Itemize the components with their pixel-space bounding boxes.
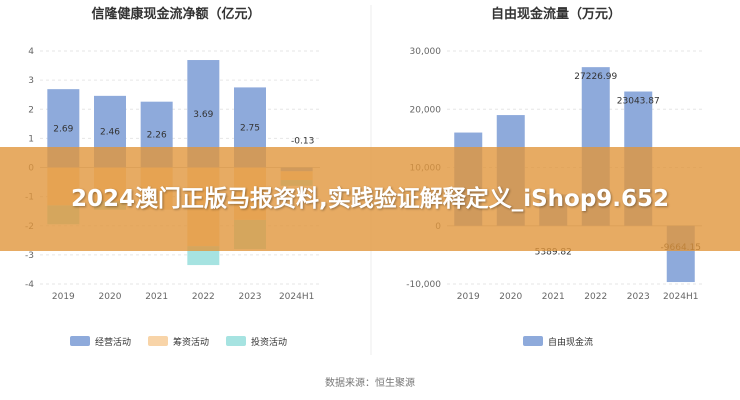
data-label: 2.75 xyxy=(240,123,260,133)
x-tick-label: 2023 xyxy=(627,292,650,302)
y-tick-label: 2 xyxy=(28,105,34,115)
x-tick-label: 2021 xyxy=(542,292,565,302)
data-label: 2.26 xyxy=(147,131,167,141)
legend-label: 筹资活动 xyxy=(173,336,209,348)
legend-swatch xyxy=(226,336,246,346)
data-label: 2.69 xyxy=(53,124,73,134)
x-tick-label: 2022 xyxy=(192,292,215,302)
data-label: 3.69 xyxy=(193,110,213,120)
x-tick-label: 2019 xyxy=(457,292,480,302)
x-tick-label: 2020 xyxy=(99,292,122,302)
y-tick-label: 30,000 xyxy=(410,47,442,57)
left-chart-title: 信隆健康现金流净额（亿元） xyxy=(91,6,260,22)
x-tick-label: 2019 xyxy=(52,292,75,302)
x-tick-label: 2021 xyxy=(145,292,168,302)
data-source: 数据来源：恒生聚源 xyxy=(325,376,415,389)
data-label: 27226.99 xyxy=(574,72,617,82)
y-tick-label: -4 xyxy=(25,280,34,290)
data-label: 23043.87 xyxy=(617,97,660,107)
data-label: 5389.82 xyxy=(535,247,572,257)
data-label: 2.46 xyxy=(100,128,120,138)
right-legend: 自由现金流 xyxy=(523,336,593,348)
legend-label: 投资活动 xyxy=(251,336,287,348)
legend-swatch xyxy=(523,336,543,346)
right-chart-title: 自由现金流量（万元） xyxy=(491,6,621,22)
x-tick-label: 2024H1 xyxy=(663,292,698,302)
legend-label: 经营活动 xyxy=(95,336,131,348)
y-tick-label: -3 xyxy=(25,251,34,261)
legend-swatch xyxy=(148,336,168,346)
y-tick-label: 1 xyxy=(28,134,34,144)
left-legend: 经营活动 筹资活动 投资活动 xyxy=(70,336,287,348)
legend-label: 自由现金流 xyxy=(548,336,593,348)
y-tick-label: -10,000 xyxy=(406,280,441,290)
y-tick-label: 20,000 xyxy=(410,105,442,115)
y-tick-label: 4 xyxy=(28,47,34,57)
overlay-banner: 2024澳门正版马报资料,实践验证解释定义_iShop9.652 xyxy=(0,147,740,251)
x-tick-label: 2020 xyxy=(499,292,522,302)
banner-text: 2024澳门正版马报资料,实践验证解释定义_iShop9.652 xyxy=(70,186,670,212)
x-tick-label: 2022 xyxy=(584,292,607,302)
y-tick-label: 3 xyxy=(28,76,34,86)
legend-swatch xyxy=(70,336,90,346)
x-tick-label: 2023 xyxy=(239,292,262,302)
x-tick-label: 2024H1 xyxy=(279,292,314,302)
data-label: -0.13 xyxy=(291,136,314,146)
